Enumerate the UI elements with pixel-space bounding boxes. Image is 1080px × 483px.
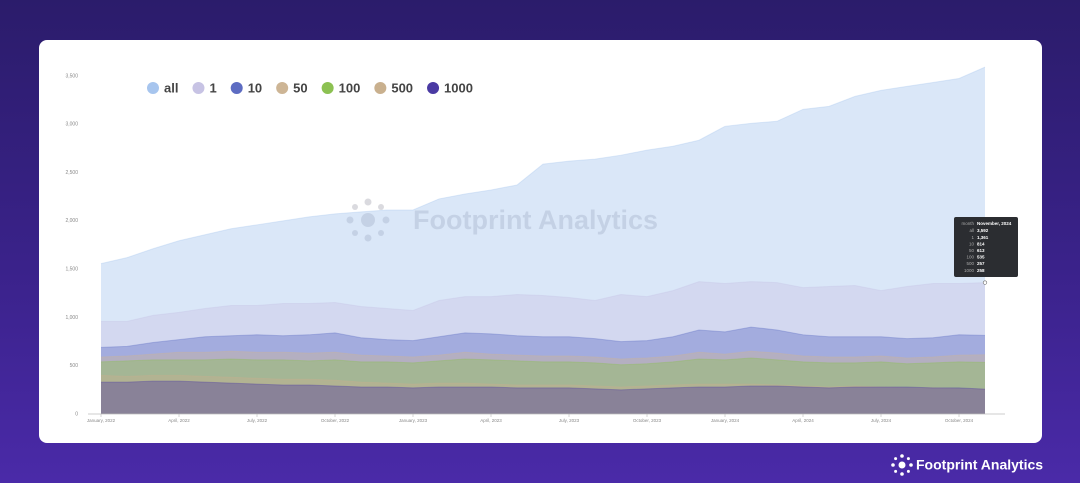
x-tick-label: October, 2023 bbox=[633, 418, 662, 423]
x-tick-label: April, 2023 bbox=[480, 418, 502, 423]
area-line bbox=[100, 350, 986, 360]
x-tick-label: April, 2022 bbox=[168, 418, 190, 423]
tooltip-value: 814 bbox=[977, 241, 985, 246]
y-tick-label: 0 bbox=[75, 411, 78, 417]
tooltip-key: 1 bbox=[971, 235, 974, 240]
area-line bbox=[100, 357, 986, 366]
tooltip-value: 535 bbox=[977, 255, 985, 260]
legend-item[interactable]: 100 bbox=[321, 80, 361, 95]
y-tick-label: 3,000 bbox=[65, 122, 78, 128]
tooltip-value: 613 bbox=[977, 248, 985, 253]
legend-swatch bbox=[230, 82, 243, 94]
tooltip-key: 1000 bbox=[964, 268, 975, 273]
x-tick-label: July, 2022 bbox=[247, 418, 268, 423]
tooltip-key: all bbox=[969, 228, 974, 233]
legend-swatch bbox=[374, 82, 387, 94]
legend-swatch bbox=[147, 82, 159, 94]
legend-swatch bbox=[321, 82, 334, 94]
area-fill bbox=[101, 67, 985, 415]
x-tick-label: January, 2023 bbox=[399, 418, 428, 423]
y-tick-label: 2,500 bbox=[65, 170, 78, 176]
legend-swatch bbox=[192, 82, 205, 94]
chart-card bbox=[39, 40, 1042, 443]
legend-label: 1 bbox=[209, 80, 216, 95]
legend-label: 50 bbox=[293, 80, 307, 95]
x-tick-label: April, 2024 bbox=[792, 418, 814, 423]
y-tick-label: 1,500 bbox=[65, 266, 78, 272]
x-tick-label: October, 2022 bbox=[321, 418, 350, 423]
tooltip-box bbox=[954, 217, 1018, 277]
tooltip-key: 50 bbox=[969, 248, 975, 253]
legend-swatch bbox=[276, 82, 289, 94]
legend-item[interactable]: 10 bbox=[230, 80, 262, 95]
legend-label: 10 bbox=[248, 80, 262, 95]
watermark-logo bbox=[346, 198, 390, 242]
area-fill bbox=[101, 381, 985, 414]
area-line bbox=[101, 281, 986, 322]
y-tick-label: 2,000 bbox=[65, 218, 78, 224]
tooltip-key: 10 bbox=[969, 241, 975, 246]
legend-item[interactable]: 500 bbox=[374, 80, 413, 95]
tooltip-key: 100 bbox=[966, 255, 974, 260]
y-tick-label: 1,000 bbox=[65, 315, 78, 321]
area-line bbox=[100, 326, 986, 348]
watermark-text: Footprint Analytics bbox=[413, 205, 658, 235]
legend-item[interactable]: all bbox=[147, 80, 178, 95]
area-fill bbox=[101, 375, 985, 414]
area-fill bbox=[101, 357, 985, 414]
legend-item[interactable]: 1 bbox=[192, 80, 217, 95]
tooltip-value: 258 bbox=[977, 268, 985, 273]
area-line bbox=[101, 380, 986, 391]
legend-label: 500 bbox=[391, 80, 413, 95]
x-tick-label: October, 2024 bbox=[945, 418, 974, 423]
brand-logo bbox=[891, 454, 913, 476]
x-tick-label: January, 2022 bbox=[87, 418, 116, 423]
legend-swatch bbox=[427, 82, 440, 94]
legend-item[interactable]: 50 bbox=[276, 80, 308, 95]
tooltip-value: 3,592 bbox=[977, 228, 989, 233]
tooltip-value: 257 bbox=[977, 261, 985, 266]
x-tick-label: January, 2024 bbox=[711, 418, 740, 423]
legend-item[interactable]: 1000 bbox=[427, 80, 473, 95]
area-line bbox=[100, 66, 986, 265]
tooltip-key: month bbox=[961, 221, 974, 226]
tooltip-key: 500 bbox=[966, 261, 974, 266]
area-fill bbox=[101, 351, 985, 414]
y-tick-label: 3,500 bbox=[65, 73, 78, 79]
brand-text: Footprint Analytics bbox=[916, 457, 1043, 473]
area-line bbox=[100, 374, 986, 390]
hover-point bbox=[982, 280, 988, 285]
area-fill bbox=[101, 281, 985, 414]
x-tick-label: July, 2024 bbox=[871, 418, 892, 423]
x-tick-label: July, 2023 bbox=[559, 418, 580, 423]
tooltip-value: November, 2024 bbox=[977, 221, 1012, 226]
area-fill bbox=[101, 327, 985, 414]
legend-label: 100 bbox=[339, 80, 361, 95]
watermark: Footprint Analytics bbox=[346, 198, 658, 242]
tooltip-value: 1,361 bbox=[977, 235, 989, 240]
y-tick-label: 500 bbox=[70, 363, 79, 369]
legend-label: all bbox=[164, 80, 178, 95]
legend-label: 1000 bbox=[444, 80, 473, 95]
